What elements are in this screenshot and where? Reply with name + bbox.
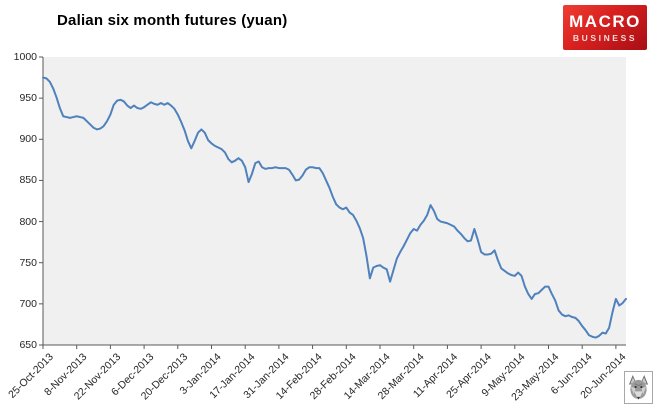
y-tick-label: 1000 [13, 51, 37, 63]
series-line [42, 76, 627, 339]
y-tick-label: 650 [19, 339, 37, 351]
y-tick-label: 700 [19, 297, 37, 310]
y-tick-label: 900 [19, 133, 37, 146]
logo-text-macro: MACRO [569, 11, 641, 31]
y-tick-label: 850 [19, 174, 37, 187]
chart-title: Dalian six month futures (yuan) [57, 12, 288, 29]
y-tick-label: 750 [19, 256, 37, 269]
logo-text-business: BUSINESS [572, 32, 638, 43]
wolf-logo-watermark [624, 371, 653, 404]
y-tick-label: 800 [19, 215, 37, 228]
y-tick-label: 950 [19, 92, 37, 105]
macrobusiness-logo: MACRO BUSINESS [563, 5, 647, 50]
wolf-icon [628, 375, 649, 400]
